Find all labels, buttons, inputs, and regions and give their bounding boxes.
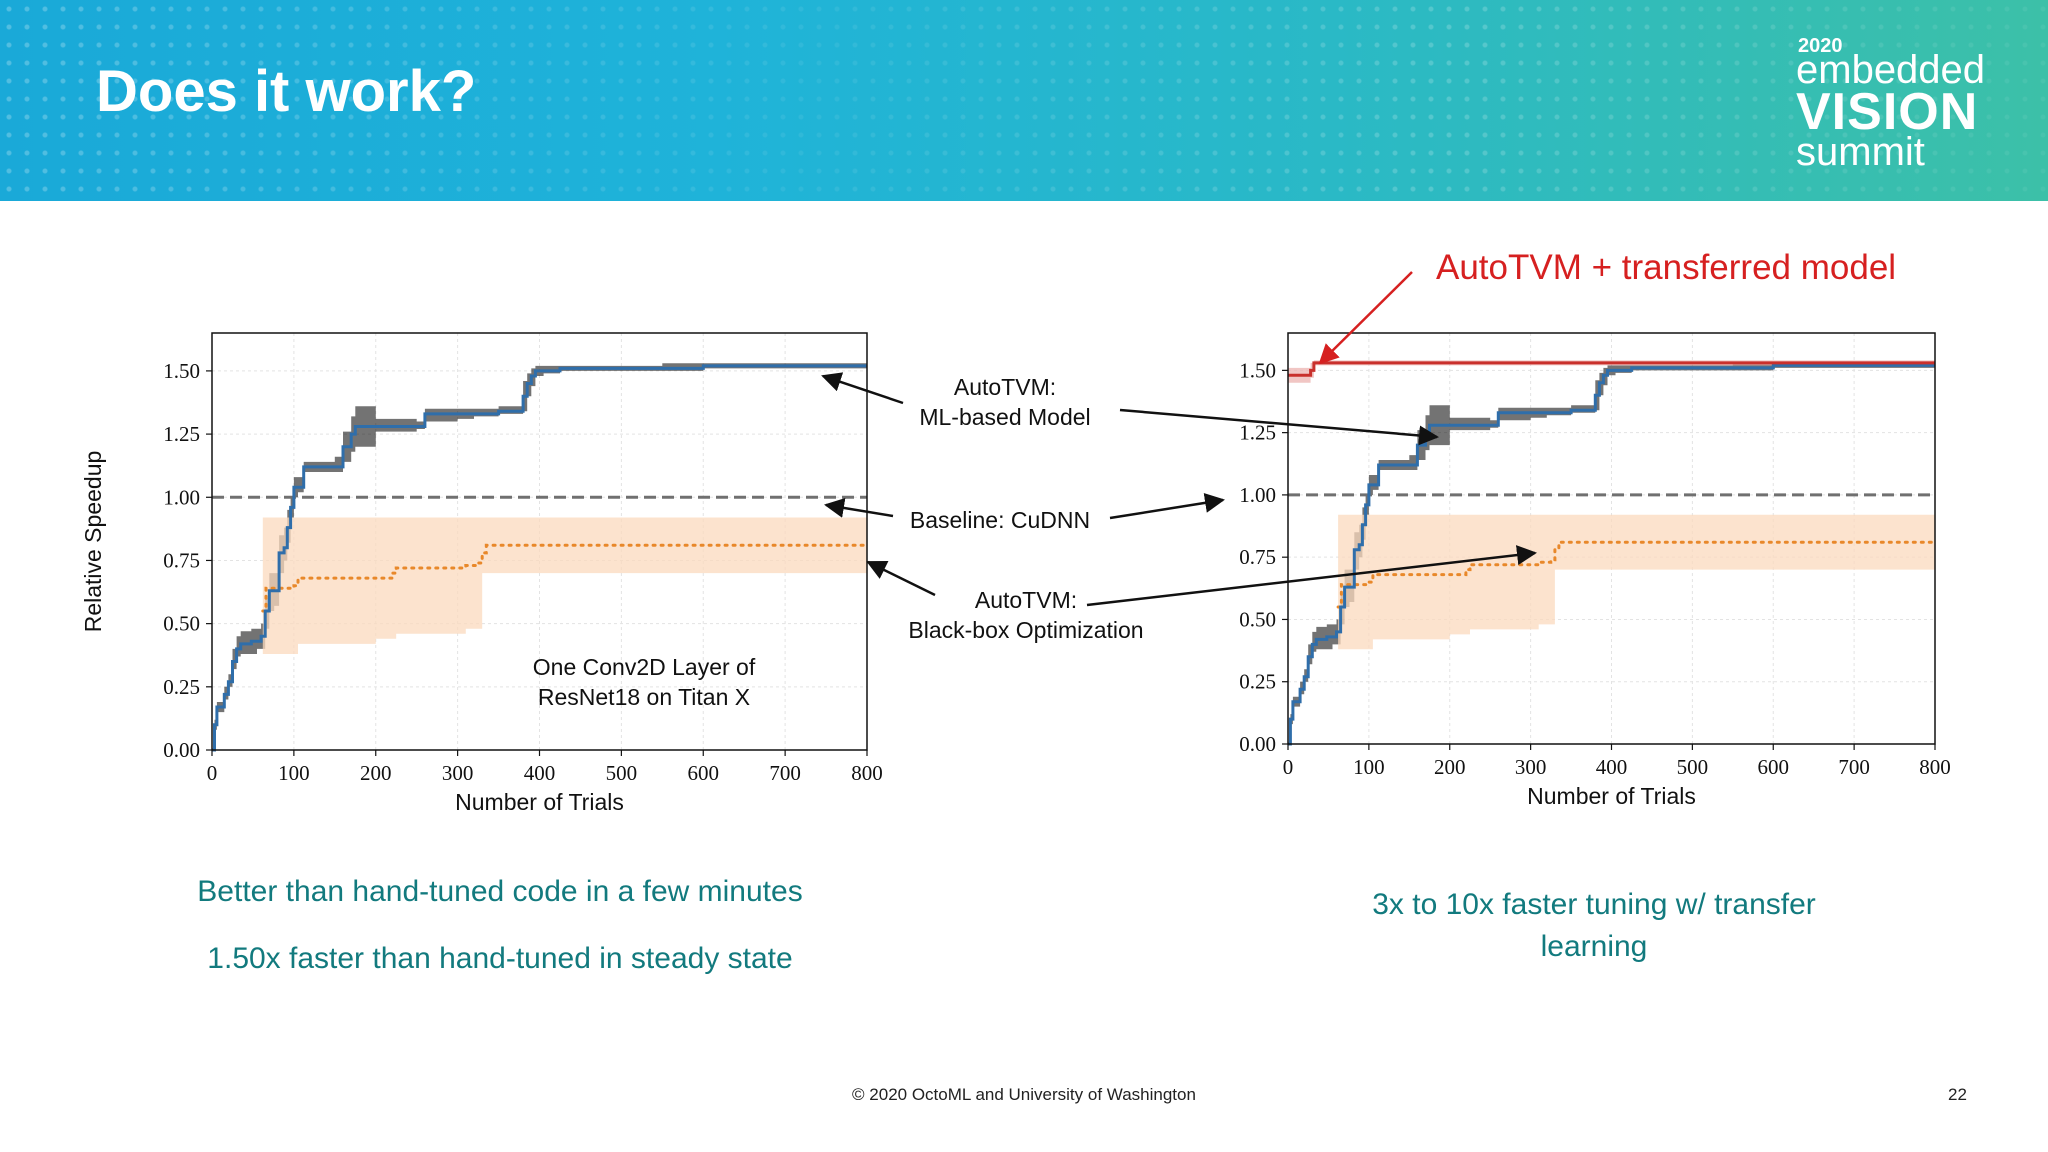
page-number: 22 xyxy=(1948,1085,1967,1104)
logo-line-2: VISION xyxy=(1796,83,1979,141)
arrow-baseline-left xyxy=(824,498,894,518)
caption-right-2: learning xyxy=(1540,930,1648,963)
right-blackbox-line xyxy=(1336,540,1937,609)
callout-ml-model-line-1: AutoTVM: xyxy=(953,374,1057,400)
dot-pattern xyxy=(0,0,2048,201)
logo-line-3: summit xyxy=(1796,130,1925,174)
left-y-tick-label-6: 1.50 xyxy=(163,359,200,383)
caption-left-2: 1.50x faster than hand-tuned in steady s… xyxy=(207,942,793,975)
left-x-tick-label-800: 800 xyxy=(851,761,883,785)
left-y-tick-label-4: 1.00 xyxy=(163,485,200,509)
callout-arrows xyxy=(821,271,1537,607)
left-annotation-line-2: ResNet18 on Titan X xyxy=(538,684,750,710)
right-x-tick-label-700: 700 xyxy=(1838,755,1870,779)
left-x-tick-label-500: 500 xyxy=(606,761,638,785)
header-banner xyxy=(0,0,2048,201)
arrow-transferred xyxy=(1318,271,1413,365)
right-x-tick-label-300: 300 xyxy=(1515,755,1547,779)
left-blackbox-line xyxy=(261,543,869,613)
caption-right-1: 3x to 10x faster tuning w/ transfer xyxy=(1372,888,1816,921)
right-y-tick-label-5: 1.25 xyxy=(1239,421,1276,445)
left-blackbox-band xyxy=(262,517,867,654)
left-annotation-line-1: One Conv2D Layer of xyxy=(533,654,756,680)
callout-ml-model: AutoTVM: ML-based Model xyxy=(880,372,1130,432)
callout-transferred: AutoTVM + transferred model xyxy=(1436,248,1897,287)
callout-blackbox: AutoTVM: Black-box Optimization xyxy=(880,585,1172,645)
left-y-tick-label-5: 1.25 xyxy=(163,422,200,446)
right-x-tick-label-500: 500 xyxy=(1677,755,1709,779)
callout-blackbox-line-1: AutoTVM: xyxy=(974,587,1078,613)
right-x-tick-label-100: 100 xyxy=(1353,755,1385,779)
left-x-tick-label-100: 100 xyxy=(278,761,310,785)
left-x-tick-label-300: 300 xyxy=(442,761,474,785)
right-y-tick-label-3: 0.75 xyxy=(1239,545,1276,569)
right-chart: 0 100 200 300 400 500 600 700 800 0.00 0.25 0.50 0.7… xyxy=(1239,332,1951,809)
callout-ml-model-line-2: ML-based Model xyxy=(919,404,1091,430)
logo-line-1: embedded xyxy=(1796,48,1986,92)
left-x-axis-title: Number of Trials xyxy=(455,789,624,815)
left-chart: 0 100 200 300 400 500 600 700 800 0.00 0.25 0.50 0.7… xyxy=(80,332,883,815)
right-y-tick-label-1: 0.25 xyxy=(1239,670,1276,694)
right-x-tick-label-200: 200 xyxy=(1434,755,1466,779)
right-x-tick-label-600: 600 xyxy=(1758,755,1790,779)
right-ml_model-line xyxy=(1288,363,1935,746)
right-y-tick-label-4: 1.00 xyxy=(1239,483,1276,507)
right-x-tick-label-800: 800 xyxy=(1919,755,1951,779)
right-x-tick-label-400: 400 xyxy=(1596,755,1628,779)
caption-left-1: Better than hand-tuned code in a few min… xyxy=(197,875,803,908)
callout-blackbox-line-2: Black-box Optimization xyxy=(908,617,1144,643)
right-x-axis-title: Number of Trials xyxy=(1527,783,1696,809)
left-ml_model-line xyxy=(212,364,867,752)
right-y-tick-label-6: 1.50 xyxy=(1239,358,1276,382)
logo-year: 2020 xyxy=(1798,35,1843,57)
callout-baseline: Baseline: CuDNN xyxy=(909,507,1091,533)
left-y-tick-label-2: 0.50 xyxy=(163,612,200,636)
arrow-ml-right xyxy=(1119,408,1439,446)
right-transferred-line xyxy=(1288,361,1935,377)
right-y-tick-label-2: 0.50 xyxy=(1239,607,1276,631)
left-y-tick-label-1: 0.25 xyxy=(163,675,200,699)
arrow-baseline-right xyxy=(1109,492,1225,520)
left-x-tick-label-400: 400 xyxy=(524,761,556,785)
left-y-tick-label-3: 0.75 xyxy=(163,548,200,572)
right-blackbox-band xyxy=(1338,514,1935,650)
slide-title: Does it work? xyxy=(96,59,477,124)
left-y-axis-title: Relative Speedup xyxy=(80,451,106,633)
event-logo: 2020 embedded VISION summit xyxy=(1796,36,1985,172)
arrow-ml-left xyxy=(821,372,904,405)
left-x-tick-label-200: 200 xyxy=(360,761,392,785)
arrow-blackbox-left xyxy=(866,560,936,597)
left-x-tick-label-0: 0 xyxy=(207,761,218,785)
left-x-tick-label-700: 700 xyxy=(769,761,801,785)
arrow-blackbox-right xyxy=(1086,545,1537,607)
right-x-tick-label-0: 0 xyxy=(1283,755,1294,779)
left-x-tick-label-600: 600 xyxy=(688,761,720,785)
left-y-tick-label-0: 0.00 xyxy=(163,738,200,762)
footer-copyright: © 2020 OctoML and University of Washingt… xyxy=(852,1085,1196,1104)
right-y-tick-label-0: 0.00 xyxy=(1239,732,1276,756)
